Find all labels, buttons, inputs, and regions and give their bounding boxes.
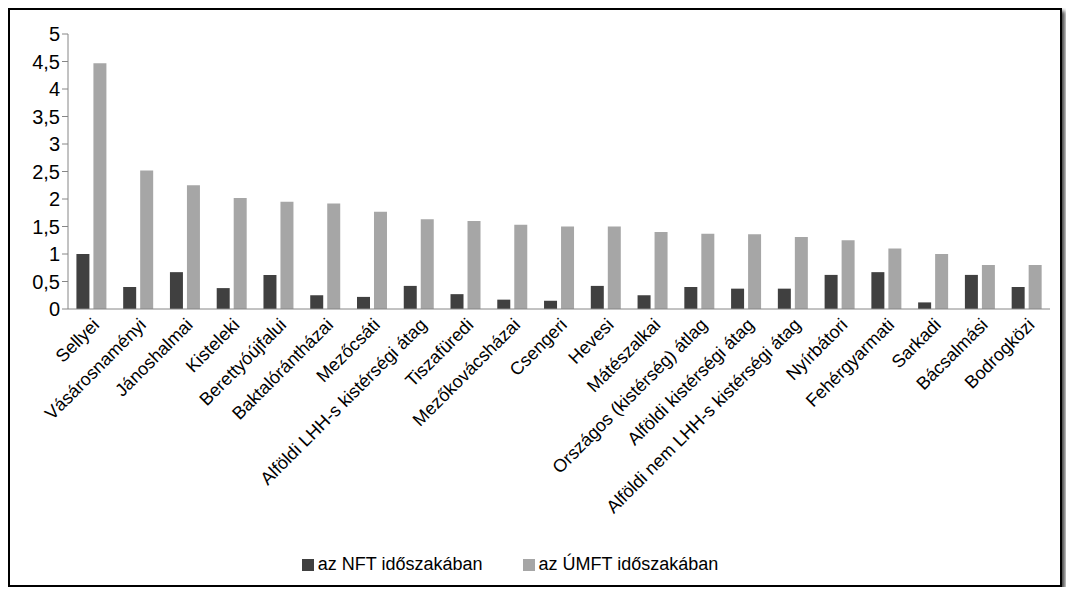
svg-text:Kisteleki: Kisteleki	[182, 314, 244, 377]
svg-text:5: 5	[49, 23, 60, 45]
svg-text:Alföldi LHH-s kistérségi átag: Alföldi LHH-s kistérségi átag	[257, 315, 431, 489]
svg-text:Sellyei: Sellyei	[51, 314, 104, 367]
svg-text:Fehérgyarmati: Fehérgyarmati	[802, 315, 898, 411]
svg-text:0: 0	[49, 298, 60, 320]
svg-text:Hevesi: Hevesi	[564, 314, 618, 368]
svg-text:Berettyóújfalui: Berettyóújfalui	[195, 314, 291, 410]
svg-text:Bodrogközi: Bodrogközi	[961, 315, 1039, 393]
svg-text:Alföldi nem LHH-s kistérségi á: Alföldi nem LHH-s kistérségi átag	[602, 315, 804, 517]
svg-text:2,5: 2,5	[32, 161, 60, 183]
svg-text:Bácsalmási: Bácsalmási	[912, 314, 992, 394]
svg-text:Mátészalkai: Mátészalkai	[583, 314, 665, 397]
svg-text:Csengeri: Csengeri	[506, 315, 571, 380]
svg-text:Baktalórántházai: Baktalórántházai	[228, 314, 338, 424]
svg-text:0,5: 0,5	[32, 271, 60, 293]
svg-text:Országos (kistérség) átlag: Országos (kistérség) átlag	[548, 314, 712, 478]
svg-text:Jánoshalmai: Jánoshalmai	[111, 315, 197, 401]
html-text:az ÚMFT időszakában: az ÚMFT időszakában	[538, 554, 719, 574]
svg-text:4,5: 4,5	[32, 51, 60, 73]
svg-text:Mezőkovácsházai: Mezőkovácsházai	[409, 315, 524, 430]
svg-text:3: 3	[49, 133, 60, 155]
svg-text:Vásárosnaményi: Vásárosnaményi	[41, 314, 150, 424]
svg-text:3,5: 3,5	[32, 106, 60, 128]
svg-text:2: 2	[49, 188, 60, 210]
html-text:az NFT időszakában: az NFT időszakában	[317, 554, 483, 574]
svg-text:Mezőcsáti: Mezőcsáti	[312, 314, 384, 387]
svg-text:1: 1	[49, 243, 60, 265]
svg-text:Tiszafüredi: Tiszafüredi	[401, 314, 478, 391]
svg-text:4: 4	[49, 78, 60, 100]
svg-text:Sarkadi: Sarkadi	[887, 314, 945, 372]
svg-text:Nyírbátori: Nyírbátori	[782, 314, 852, 384]
svg-text:1,5: 1,5	[32, 216, 60, 238]
svg-text:Alföldi kistérségi átag: Alföldi kistérségi átag	[623, 314, 758, 450]
